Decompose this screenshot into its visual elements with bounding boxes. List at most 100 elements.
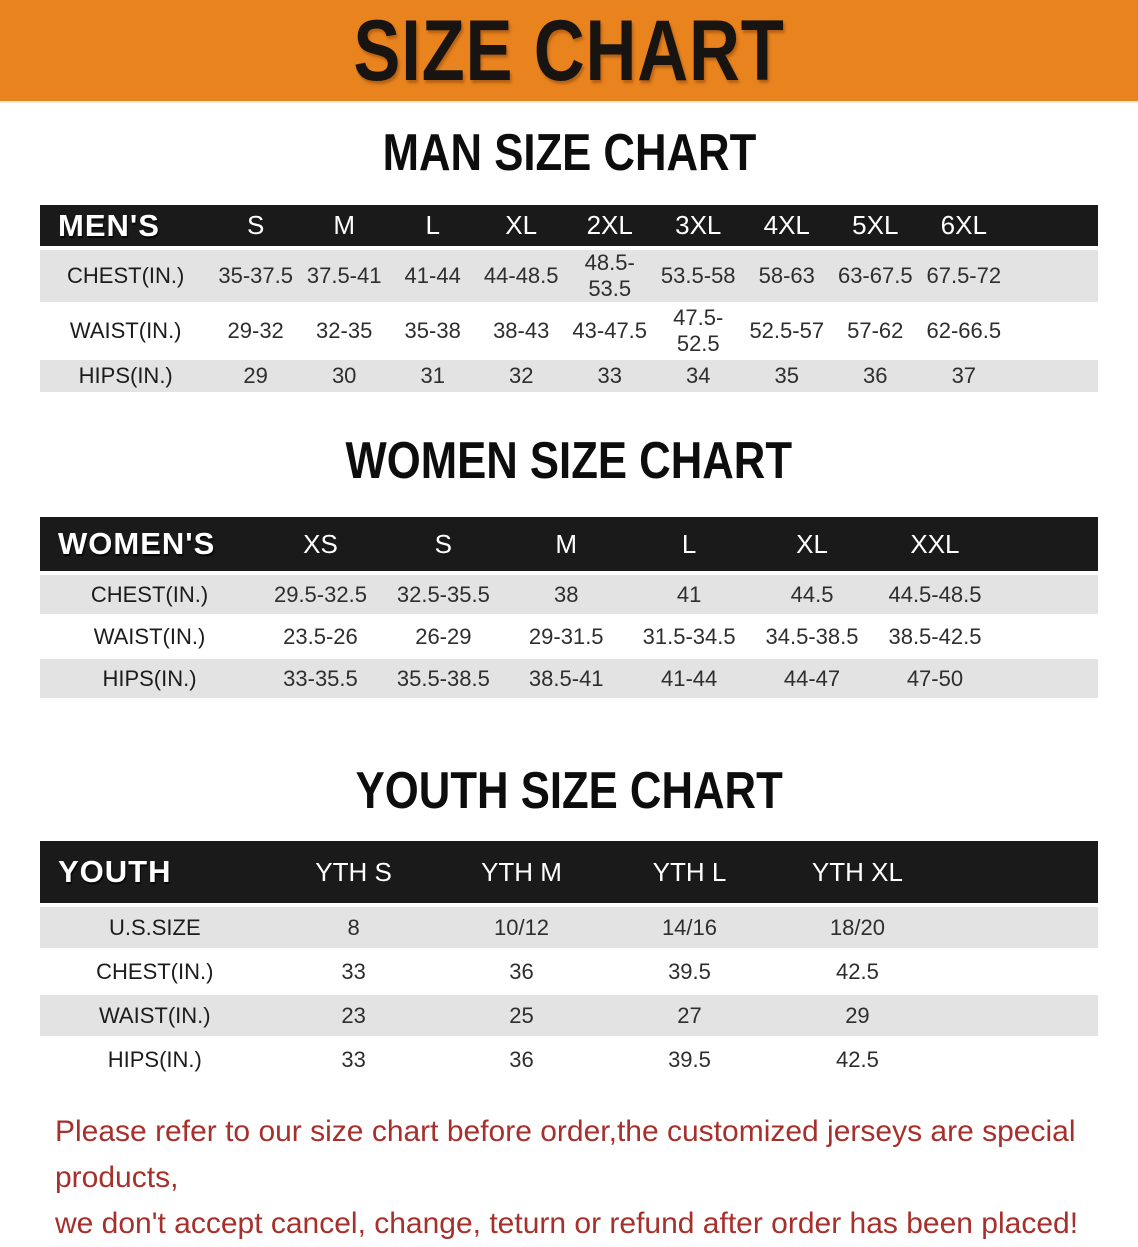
table-row: CHEST(IN.) 29.5-32.5 32.5-35.5 38 41 44.5 44.5…	[40, 573, 1098, 617]
size-cell: 53.5-58	[653, 248, 743, 305]
disclaimer-line-1: Please refer to our size chart before or…	[55, 1115, 1076, 1194]
size-cell: 43-47.5	[565, 303, 654, 360]
size-cell: 44.5-48.5	[873, 573, 997, 617]
table-row: HIPS(IN.) 33-35.5 35.5-38.5 38.5-41 41-44 44-…	[40, 657, 1098, 701]
row-spacer	[996, 573, 1098, 617]
size-cell: 35-38	[388, 303, 477, 360]
size-cell: 62-66.5	[919, 303, 1009, 360]
row-spacer	[941, 949, 1098, 995]
column-header: YTH XL	[773, 841, 942, 907]
size-cell: 36	[437, 1037, 606, 1083]
size-cell: 33	[269, 1037, 438, 1083]
women-size-chart-heading-text: WOMEN SIZE CHART	[345, 432, 793, 490]
size-cell: 34.5-38.5	[750, 615, 874, 659]
size-cell: 26-29	[381, 615, 505, 659]
row-spacer	[941, 993, 1098, 1039]
size-cell: 41-44	[388, 248, 477, 305]
size-cell: 36	[831, 358, 920, 395]
size-cell: 29.5-32.5	[259, 573, 382, 617]
header-row: YOUTH YTH S YTH M YTH L YTH XL	[40, 841, 1098, 907]
row-spacer	[941, 1037, 1098, 1083]
column-header: M	[299, 205, 389, 250]
size-chart-banner: SIZE CHART	[0, 0, 1138, 103]
row-label: HIPS(IN.)	[40, 657, 260, 701]
size-cell: 29	[211, 358, 300, 395]
table-row: CHEST(IN.) 33 36 39.5 42.5	[40, 949, 1098, 995]
size-cell: 67.5-72	[919, 248, 1009, 305]
women-size-chart-heading: WOMEN SIZE CHART	[0, 433, 1138, 499]
size-cell: 29	[773, 993, 942, 1039]
size-chart-title: SIZE CHART	[353, 2, 785, 99]
size-cell: 33	[565, 358, 654, 395]
column-header: XL	[750, 517, 874, 575]
size-cell: 18/20	[773, 905, 942, 951]
header-row: WOMEN'S XS S M L XL XXL	[40, 517, 1098, 575]
size-cell: 35	[742, 358, 832, 395]
table-corner-label: YOUTH	[40, 841, 270, 907]
column-header: YTH S	[269, 841, 438, 907]
table-row: HIPS(IN.) 29 30 31 32 33 34 35 36 37	[40, 358, 1098, 395]
size-cell: 27	[605, 993, 774, 1039]
column-header: 2XL	[565, 205, 654, 250]
womens-size-table: WOMEN'S XS S M L XL XXL CHEST(IN.) 29.5-32.5 32.5…	[40, 517, 1098, 701]
table-corner-label: MEN'S	[40, 205, 212, 250]
row-label: WAIST(IN.)	[40, 303, 212, 360]
row-spacer	[941, 905, 1098, 951]
size-cell: 38	[504, 573, 628, 617]
size-cell: 47-50	[873, 657, 997, 701]
youth-size-chart-heading-text: YOUTH SIZE CHART	[355, 762, 783, 820]
column-header: L	[388, 205, 477, 250]
size-cell: 57-62	[831, 303, 920, 360]
size-cell: 38.5-41	[504, 657, 628, 701]
man-size-chart-heading-text: MAN SIZE CHART	[382, 124, 756, 182]
row-label: CHEST(IN.)	[40, 248, 212, 305]
row-spacer	[996, 615, 1098, 659]
column-header: L	[627, 517, 751, 575]
size-cell: 35.5-38.5	[381, 657, 505, 701]
column-header: YTH M	[437, 841, 606, 907]
column-header: 6XL	[919, 205, 1009, 250]
row-spacer	[1008, 303, 1098, 360]
youth-size-chart-heading: YOUTH SIZE CHART	[0, 763, 1138, 829]
row-label: CHEST(IN.)	[40, 573, 260, 617]
size-cell: 42.5	[773, 1037, 942, 1083]
row-label: WAIST(IN.)	[40, 615, 260, 659]
size-cell: 47.5-52.5	[653, 303, 743, 360]
size-cell: 25	[437, 993, 606, 1039]
column-header: S	[381, 517, 505, 575]
table-row: WAIST(IN.) 29-32 32-35 35-38 38-43 43-47.5 47.…	[40, 303, 1098, 360]
row-label: HIPS(IN.)	[40, 358, 212, 395]
disclaimer-text: Please refer to our size chart before or…	[55, 1109, 1098, 1247]
table-row: HIPS(IN.) 33 36 39.5 42.5	[40, 1037, 1098, 1083]
column-header: 4XL	[742, 205, 832, 250]
size-cell: 33-35.5	[259, 657, 382, 701]
header-row: MEN'S S M L XL 2XL 3XL 4XL 5XL 6XL	[40, 205, 1098, 250]
size-cell: 42.5	[773, 949, 942, 995]
size-cell: 35-37.5	[211, 248, 300, 305]
size-cell: 32-35	[299, 303, 389, 360]
row-label: HIPS(IN.)	[40, 1037, 270, 1083]
youth-size-table: YOUTH YTH S YTH M YTH L YTH XL U.S.SIZE 8 10/12…	[40, 841, 1098, 1083]
size-cell: 48.5-53.5	[565, 248, 654, 305]
size-cell: 38-43	[476, 303, 566, 360]
size-cell: 52.5-57	[742, 303, 832, 360]
size-cell: 31.5-34.5	[627, 615, 751, 659]
size-cell: 58-63	[742, 248, 832, 305]
column-header: XS	[259, 517, 382, 575]
size-cell: 41	[627, 573, 751, 617]
man-size-chart-heading: MAN SIZE CHART	[0, 125, 1138, 191]
table-row: WAIST(IN.) 23.5-26 26-29 29-31.5 31.5-34.5 34…	[40, 615, 1098, 659]
size-cell: 34	[653, 358, 743, 395]
header-spacer	[1008, 205, 1098, 250]
size-cell: 38.5-42.5	[873, 615, 997, 659]
column-header: 5XL	[831, 205, 920, 250]
header-spacer	[996, 517, 1098, 575]
disclaimer-line-2: we don't accept cancel, change, teturn o…	[55, 1207, 1079, 1240]
size-cell: 41-44	[627, 657, 751, 701]
column-header: YTH L	[605, 841, 774, 907]
table-row: CHEST(IN.) 35-37.5 37.5-41 41-44 44-48.5 48.5…	[40, 248, 1098, 305]
size-cell: 23.5-26	[259, 615, 382, 659]
size-cell: 23	[269, 993, 438, 1039]
row-label: U.S.SIZE	[40, 905, 270, 951]
column-header: 3XL	[653, 205, 743, 250]
